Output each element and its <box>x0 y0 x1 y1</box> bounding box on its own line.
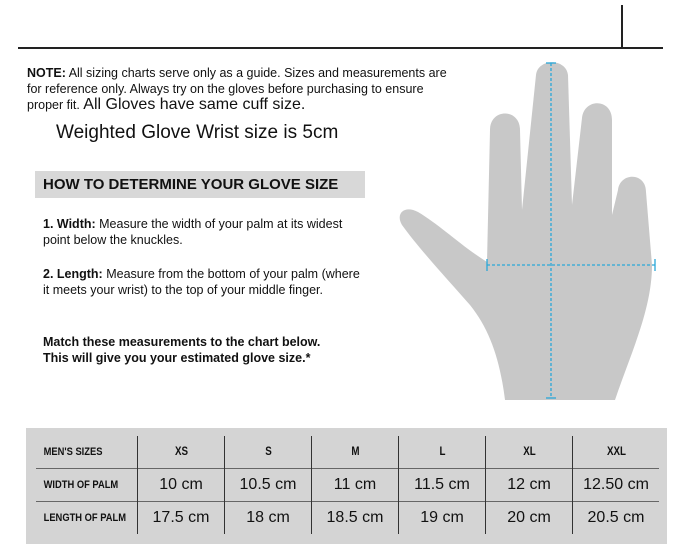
cuff-note: All Gloves have same cuff size. <box>83 96 306 113</box>
wrist-note: Weighted Glove Wrist size is 5cm <box>56 122 339 143</box>
header-cell: L <box>404 436 479 469</box>
match-line-2: This will give you your estimated glove … <box>43 351 311 365</box>
howto-title: HOW TO DETERMINE YOUR GLOVE SIZE <box>35 171 365 198</box>
step-width-text: Measure the width of your palm at its wi… <box>43 217 343 247</box>
table-cell: 12 cm <box>485 468 573 502</box>
header-cell: XS <box>143 436 218 469</box>
step-length: 2. Length: Measure from the bottom of yo… <box>43 266 363 298</box>
vertical-divider <box>621 5 623 48</box>
table-cell: 12.50 cm <box>572 468 659 502</box>
top-divider <box>18 47 663 49</box>
match-line-1: Match these measurements to the chart be… <box>43 335 321 349</box>
note: NOTE: All sizing charts serve only as a … <box>27 65 447 113</box>
match-instruction: Match these measurements to the chart be… <box>43 334 320 366</box>
row-label: LENGTH OF PALM <box>43 501 130 534</box>
table-row: LENGTH OF PALM 17.5 cm 18 cm 18.5 cm 19 … <box>36 501 659 534</box>
hand-illustration <box>399 62 656 400</box>
table-cell: 10 cm <box>137 468 225 502</box>
table-cell: 18 cm <box>224 501 312 534</box>
header-cell: MEN'S SIZES <box>43 446 103 458</box>
note-text: All sizing charts serve only as a guide.… <box>27 66 447 112</box>
row-label: WIDTH OF PALM <box>43 468 130 502</box>
step-length-label: 2. Length: <box>43 267 103 281</box>
size-table: MEN'S SIZES XS S M L XL XXL WIDTH OF PAL… <box>36 436 659 534</box>
table-cell: 11 cm <box>311 468 399 502</box>
table-header-row: MEN'S SIZES XS S M L XL XXL <box>36 436 659 469</box>
step-length-text: Measure from the bottom of your palm (wh… <box>43 267 360 297</box>
table-cell: 20.5 cm <box>572 501 659 534</box>
table-cell: 17.5 cm <box>137 501 225 534</box>
table-row: WIDTH OF PALM 10 cm 10.5 cm 11 cm 11.5 c… <box>36 468 659 502</box>
header-cell: S <box>230 436 305 469</box>
table-cell: 10.5 cm <box>224 468 312 502</box>
header-cell: M <box>317 436 392 469</box>
hand-shape <box>399 62 652 400</box>
header-cell: XXL <box>578 436 653 469</box>
table-cell: 11.5 cm <box>398 468 486 502</box>
table-cell: 20 cm <box>485 501 573 534</box>
table-cell: 19 cm <box>398 501 486 534</box>
note-label: NOTE: <box>27 66 66 80</box>
table-cell: 18.5 cm <box>311 501 399 534</box>
size-chart: MEN'S SIZES XS S M L XL XXL WIDTH OF PAL… <box>26 428 667 544</box>
step-width: 1. Width: Measure the width of your palm… <box>43 216 363 248</box>
header-cell: XL <box>491 436 566 469</box>
step-width-label: 1. Width: <box>43 217 96 231</box>
